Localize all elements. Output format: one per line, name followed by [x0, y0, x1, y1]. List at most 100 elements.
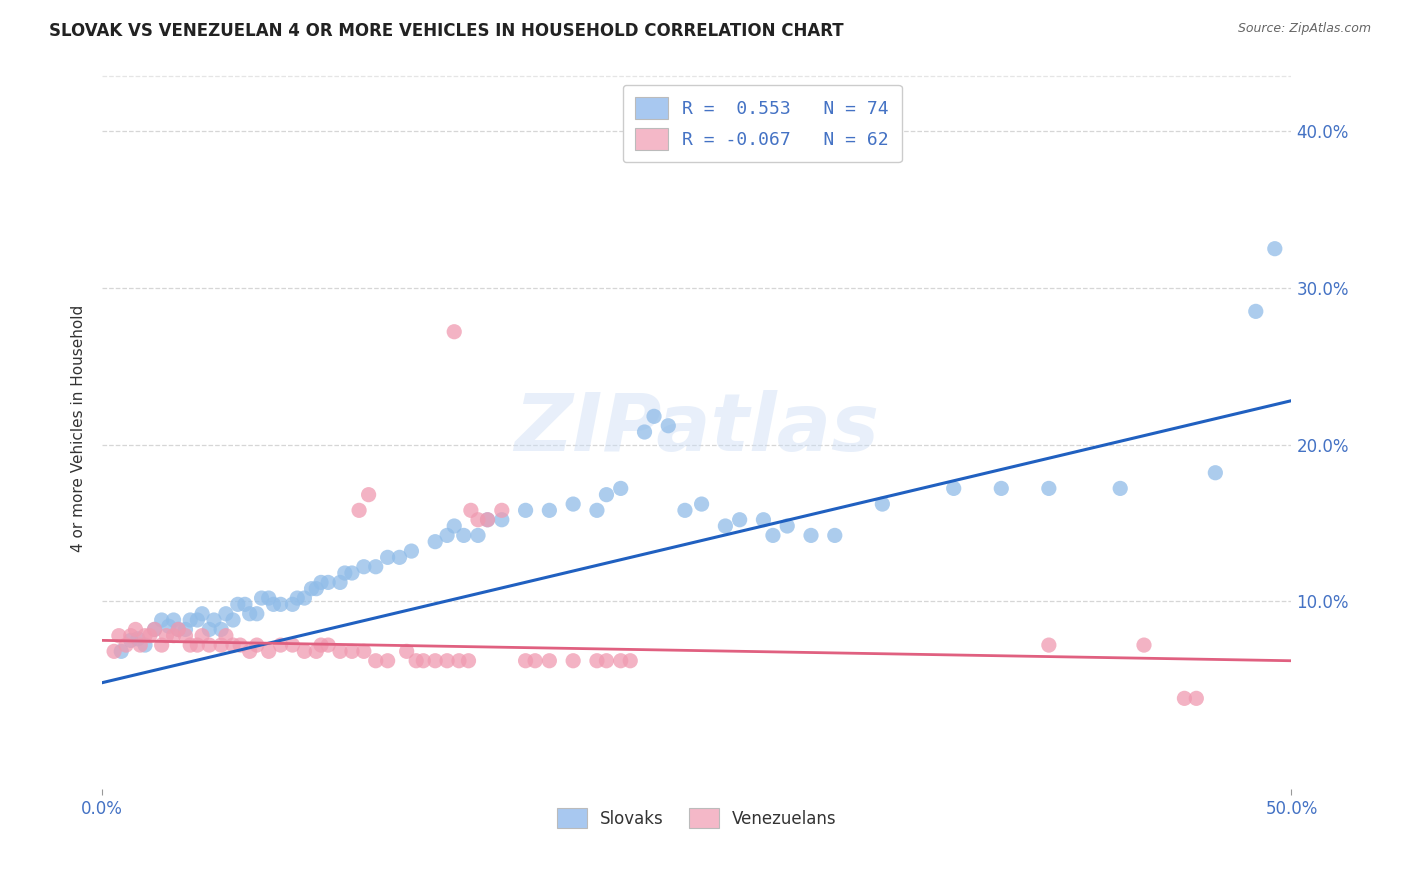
- Point: [191, 629, 214, 643]
- Point: [1133, 638, 1156, 652]
- Point: [305, 644, 328, 658]
- Point: [1038, 482, 1060, 496]
- Point: [134, 638, 156, 652]
- Point: [673, 503, 696, 517]
- Point: [388, 550, 411, 565]
- Point: [364, 654, 387, 668]
- Point: [309, 638, 332, 652]
- Point: [752, 513, 775, 527]
- Point: [155, 629, 177, 643]
- Point: [562, 654, 585, 668]
- Point: [250, 591, 273, 605]
- Point: [595, 654, 617, 668]
- Legend: Slovaks, Venezuelans: Slovaks, Venezuelans: [550, 801, 844, 835]
- Point: [340, 644, 363, 658]
- Point: [246, 607, 269, 621]
- Point: [657, 418, 679, 433]
- Point: [215, 607, 238, 621]
- Point: [174, 623, 197, 637]
- Point: [586, 503, 609, 517]
- Point: [257, 644, 280, 658]
- Point: [524, 654, 547, 668]
- Point: [412, 654, 434, 668]
- Point: [619, 654, 641, 668]
- Point: [447, 654, 470, 668]
- Point: [467, 513, 489, 527]
- Point: [347, 503, 370, 517]
- Point: [477, 513, 499, 527]
- Point: [179, 613, 201, 627]
- Point: [1244, 304, 1267, 318]
- Point: [762, 528, 785, 542]
- Point: [150, 638, 173, 652]
- Point: [222, 613, 245, 627]
- Point: [1204, 466, 1226, 480]
- Point: [239, 644, 262, 658]
- Point: [143, 623, 166, 637]
- Point: [281, 598, 304, 612]
- Point: [690, 497, 713, 511]
- Point: [824, 528, 846, 542]
- Point: [270, 598, 292, 612]
- Point: [643, 409, 665, 424]
- Y-axis label: 4 or more Vehicles in Household: 4 or more Vehicles in Household: [72, 305, 86, 552]
- Point: [425, 534, 447, 549]
- Text: SLOVAK VS VENEZUELAN 4 OR MORE VEHICLES IN HOUSEHOLD CORRELATION CHART: SLOVAK VS VENEZUELAN 4 OR MORE VEHICLES …: [49, 22, 844, 40]
- Point: [942, 482, 965, 496]
- Point: [595, 488, 617, 502]
- Point: [120, 629, 142, 643]
- Point: [129, 638, 152, 652]
- Point: [110, 644, 132, 658]
- Point: [186, 638, 208, 652]
- Point: [436, 528, 458, 542]
- Point: [377, 550, 399, 565]
- Point: [309, 575, 332, 590]
- Point: [333, 566, 356, 580]
- Point: [609, 482, 631, 496]
- Point: [198, 638, 221, 652]
- Point: [316, 575, 339, 590]
- Point: [239, 607, 262, 621]
- Point: [364, 559, 387, 574]
- Point: [460, 503, 482, 517]
- Point: [609, 654, 631, 668]
- Point: [872, 497, 894, 511]
- Point: [714, 519, 737, 533]
- Point: [305, 582, 328, 596]
- Point: [395, 644, 418, 658]
- Point: [191, 607, 214, 621]
- Point: [162, 613, 184, 627]
- Point: [127, 632, 149, 646]
- Point: [1038, 638, 1060, 652]
- Point: [108, 629, 131, 643]
- Point: [990, 482, 1012, 496]
- Point: [329, 575, 352, 590]
- Point: [377, 654, 399, 668]
- Point: [257, 591, 280, 605]
- Point: [157, 619, 180, 633]
- Point: [1264, 242, 1286, 256]
- Point: [281, 638, 304, 652]
- Point: [179, 638, 201, 652]
- Point: [222, 638, 245, 652]
- Point: [353, 559, 375, 574]
- Point: [115, 638, 138, 652]
- Point: [401, 544, 423, 558]
- Point: [515, 654, 537, 668]
- Point: [120, 633, 142, 648]
- Point: [215, 629, 238, 643]
- Point: [491, 503, 513, 517]
- Point: [425, 654, 447, 668]
- Point: [209, 638, 232, 652]
- Point: [329, 644, 352, 658]
- Point: [229, 638, 252, 652]
- Point: [150, 613, 173, 627]
- Point: [209, 623, 232, 637]
- Point: [202, 613, 225, 627]
- Point: [436, 654, 458, 668]
- Point: [226, 598, 249, 612]
- Point: [457, 654, 479, 668]
- Point: [285, 591, 308, 605]
- Point: [316, 638, 339, 652]
- Point: [162, 629, 184, 643]
